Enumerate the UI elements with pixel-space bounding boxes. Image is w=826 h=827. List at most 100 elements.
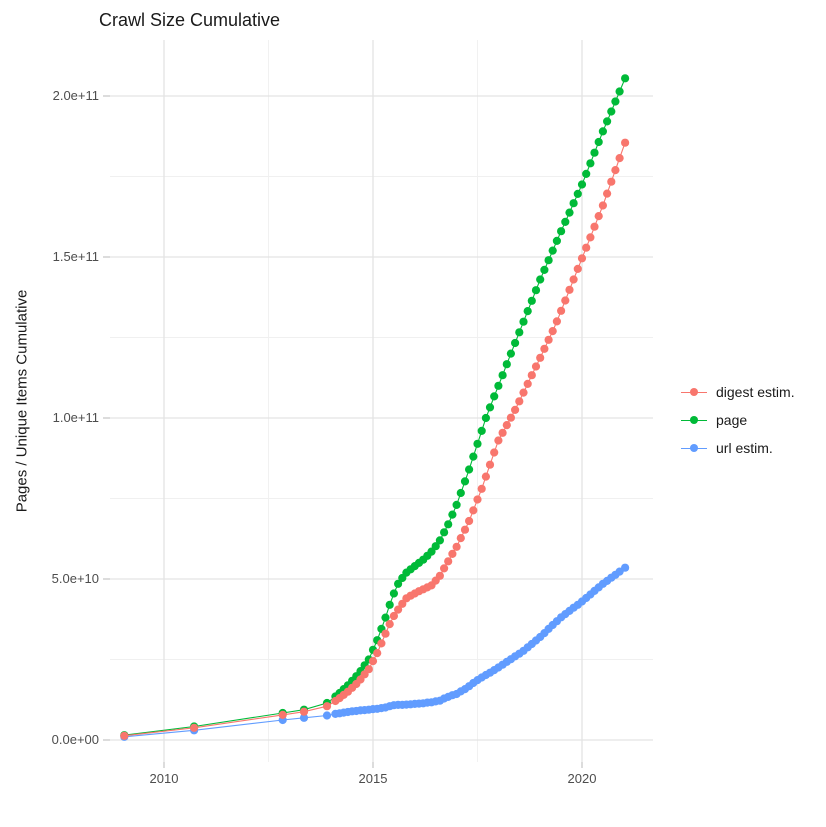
data-point — [552, 236, 562, 245]
data-point — [473, 495, 482, 504]
data-point — [540, 344, 549, 353]
data-point — [540, 265, 549, 274]
data-point — [440, 528, 449, 537]
data-point — [477, 426, 486, 435]
data-point — [577, 180, 587, 189]
data-point — [598, 127, 608, 136]
data-point — [394, 605, 403, 614]
legend-key-digest-estim — [681, 387, 707, 397]
data-point — [515, 328, 524, 337]
data-point — [590, 148, 599, 157]
data-point — [590, 222, 599, 231]
data-point — [594, 212, 603, 221]
data-point — [452, 500, 461, 509]
grid-major — [110, 40, 653, 762]
data-point — [603, 189, 612, 198]
axis-ticks — [103, 95, 583, 768]
data-point — [598, 201, 608, 210]
data-point — [621, 563, 630, 572]
legend-dot-icon — [690, 416, 698, 424]
data-point — [385, 620, 394, 629]
data-point — [611, 166, 620, 175]
legend-key-page — [681, 415, 707, 425]
data-point — [586, 233, 595, 242]
data-point — [519, 317, 528, 326]
data-point — [431, 542, 440, 551]
data-point — [368, 657, 378, 666]
data-point — [473, 439, 482, 448]
data-point — [531, 362, 541, 371]
legend-dot-icon — [690, 388, 698, 396]
data-point — [569, 199, 578, 208]
data-point — [322, 711, 332, 720]
data-point — [448, 549, 457, 559]
data-point — [544, 335, 553, 344]
data-point — [621, 74, 630, 83]
legend: digest estim. page url estim. — [681, 378, 795, 462]
data-point — [594, 137, 603, 147]
chart-title: Crawl Size Cumulative — [99, 10, 281, 30]
series-url-estim- — [120, 563, 630, 741]
data-point — [611, 97, 620, 106]
data-point — [322, 702, 332, 711]
data-point — [385, 600, 394, 609]
data-point — [435, 536, 444, 545]
data-point — [536, 275, 545, 284]
data-point — [460, 525, 470, 534]
data-point — [544, 256, 553, 265]
data-point — [510, 405, 520, 414]
data-point — [490, 448, 499, 457]
legend-label-url-estim: url estim. — [716, 440, 773, 456]
data-point — [278, 710, 287, 720]
data-point — [494, 381, 503, 390]
data-point — [569, 275, 578, 284]
data-point — [477, 484, 486, 493]
data-point — [573, 264, 582, 273]
data-point — [481, 413, 490, 423]
data-point — [586, 159, 595, 168]
data-point — [565, 208, 574, 217]
data-point — [460, 477, 470, 486]
data-point — [381, 629, 390, 638]
data-point — [565, 285, 574, 294]
data-point — [498, 371, 507, 380]
legend-key-url-estim — [681, 443, 707, 453]
data-point — [299, 707, 309, 716]
x-tick-label-2020: 2020 — [567, 771, 597, 786]
data-point — [615, 87, 624, 96]
data-point — [373, 649, 382, 658]
data-point — [435, 571, 444, 580]
legend-item-digest-estim: digest estim. — [681, 378, 795, 406]
data-point — [523, 379, 532, 388]
legend-item-url-estim: url estim. — [681, 434, 795, 462]
data-point — [448, 510, 457, 519]
data-point — [465, 516, 474, 526]
data-point — [299, 713, 309, 722]
y-tick-label-5.0e+10: 5.0e+10 — [51, 571, 99, 586]
data-point — [552, 317, 562, 326]
data-point — [519, 388, 528, 397]
data-point — [490, 392, 499, 401]
y-tick-label-2.0e+11: 2.0e+11 — [52, 88, 99, 103]
data-point — [502, 360, 511, 369]
data-point — [557, 227, 566, 236]
data-point — [527, 296, 536, 305]
legend-dot-icon — [690, 444, 698, 452]
data-point — [394, 579, 403, 588]
data-point — [190, 723, 199, 732]
data-point — [548, 327, 557, 336]
legend-label-digest-estim: digest estim. — [716, 384, 795, 400]
data-point — [510, 338, 520, 348]
data-point — [502, 421, 511, 430]
data-point — [615, 154, 624, 163]
data-point — [485, 403, 495, 412]
data-point — [444, 520, 453, 529]
data-point — [440, 564, 449, 573]
data-point — [607, 107, 616, 116]
data-point — [557, 306, 566, 315]
y-axis-title: Pages / Unique Items Cumulative — [13, 289, 31, 513]
data-point — [603, 117, 612, 126]
legend-item-page: page — [681, 406, 795, 434]
data-point — [515, 397, 524, 406]
legend-label-page: page — [716, 412, 748, 428]
